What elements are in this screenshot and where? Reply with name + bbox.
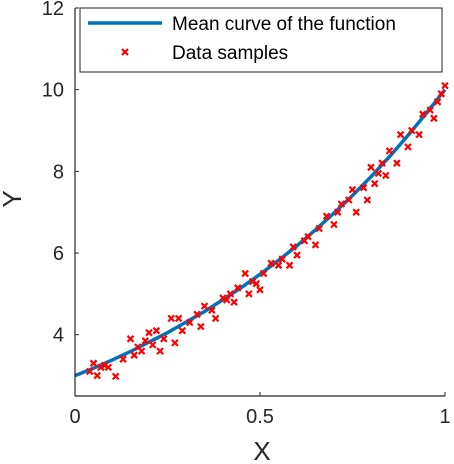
legend-box	[79, 7, 443, 73]
legend-label-mean-curve: Mean curve of the function	[172, 14, 396, 35]
data-sample-point	[167, 314, 175, 323]
y-tick-label: 12	[42, 0, 64, 20]
plot-area	[74, 81, 449, 381]
mean-curve-line	[74, 88, 447, 378]
data-sample-point	[197, 322, 205, 331]
data-sample-point	[426, 106, 434, 114]
y-tick-label: 6	[53, 243, 64, 265]
data-sample-point	[396, 130, 405, 139]
data-sample-point	[193, 310, 201, 319]
data-sample-point	[222, 296, 231, 304]
data-sample-point	[348, 185, 357, 194]
data-sample-point	[304, 232, 312, 241]
data-sample-point	[230, 298, 238, 306]
data-sample-point	[259, 269, 268, 278]
data-sample-point	[367, 163, 375, 172]
data-sample-point	[315, 224, 323, 233]
data-sample-point	[333, 208, 342, 216]
data-sample-point	[267, 259, 275, 268]
data-sample-point	[419, 110, 427, 118]
data-sample-point	[352, 208, 360, 216]
data-sample-point	[156, 347, 164, 355]
data-sample-point	[111, 372, 120, 381]
data-sample-point	[404, 143, 412, 151]
data-sample-point	[248, 277, 257, 286]
x-tick-label: 1	[439, 406, 450, 428]
data-sample-point	[252, 279, 261, 288]
data-sample-point	[385, 147, 394, 155]
legend-marker-swatch	[121, 48, 129, 56]
data-sample-point	[311, 241, 320, 249]
data-sample-point	[285, 261, 294, 270]
data-sample-point	[330, 220, 338, 229]
data-sample-point	[415, 130, 423, 139]
data-sample-point	[382, 171, 390, 180]
data-sample-point	[234, 284, 242, 292]
data-sample-point	[241, 269, 249, 278]
legend: Mean curve of the function Data samples	[79, 7, 443, 73]
data-sample-point	[178, 326, 187, 335]
y-tick-label: 8	[53, 161, 64, 183]
data-sample-point	[430, 114, 438, 123]
data-sample-point	[119, 355, 127, 363]
data-sample-point	[141, 337, 150, 345]
data-sample-point	[137, 347, 146, 355]
data-sample-point	[407, 126, 416, 135]
data-sample-point	[200, 302, 209, 310]
data-sample-point	[374, 169, 383, 178]
data-sample-point	[370, 179, 379, 188]
data-sample-point	[126, 335, 135, 343]
data-sample-point	[89, 359, 98, 368]
data-sample-point	[278, 255, 286, 263]
data-sample-point	[293, 251, 301, 259]
data-sample-point	[93, 371, 101, 380]
x-tick-label: 0.5	[246, 406, 274, 428]
data-sample-point	[97, 363, 105, 372]
x-tick-label: 0	[69, 406, 80, 428]
y-tick-label: 10	[42, 80, 64, 102]
data-sample-point	[171, 339, 179, 347]
data-sample-point	[359, 183, 368, 192]
data-sample-point	[208, 306, 216, 314]
legend-label-data-samples: Data samples	[172, 43, 288, 64]
data-sample-point	[289, 243, 298, 251]
data-sample-point	[378, 159, 386, 167]
data-sample-point	[256, 286, 264, 294]
data-sample-point	[152, 326, 161, 335]
data-sample-point	[393, 159, 401, 167]
data-sample-point	[433, 98, 442, 106]
data-sample-point	[245, 290, 253, 298]
data-sample-point	[130, 351, 138, 359]
data-sample-point	[226, 290, 235, 298]
data-sample-point	[322, 212, 331, 221]
data-sample-point	[174, 314, 183, 323]
y-axis-title: Y	[0, 190, 27, 207]
data-sample-point	[104, 363, 113, 372]
ticks: 0 0.5 1 4 6 8 10 12	[42, 0, 451, 428]
data-sample-point	[219, 294, 227, 302]
data-sample-point	[145, 328, 153, 337]
x-axis-title: X	[253, 436, 270, 464]
data-sample-point	[437, 90, 446, 98]
data-sample-point	[148, 341, 157, 349]
data-sample-point	[100, 361, 109, 370]
y-tick-label: 4	[53, 325, 64, 347]
data-sample-point	[441, 81, 449, 90]
data-sample-point	[337, 200, 346, 208]
data-sample-point	[160, 335, 168, 343]
data-sample-point	[363, 196, 372, 204]
data-sample-point	[345, 196, 353, 204]
data-sample-point	[274, 261, 283, 270]
data-sample-point	[211, 314, 220, 323]
data-sample-point	[185, 318, 194, 327]
data-sample-point	[86, 367, 94, 376]
